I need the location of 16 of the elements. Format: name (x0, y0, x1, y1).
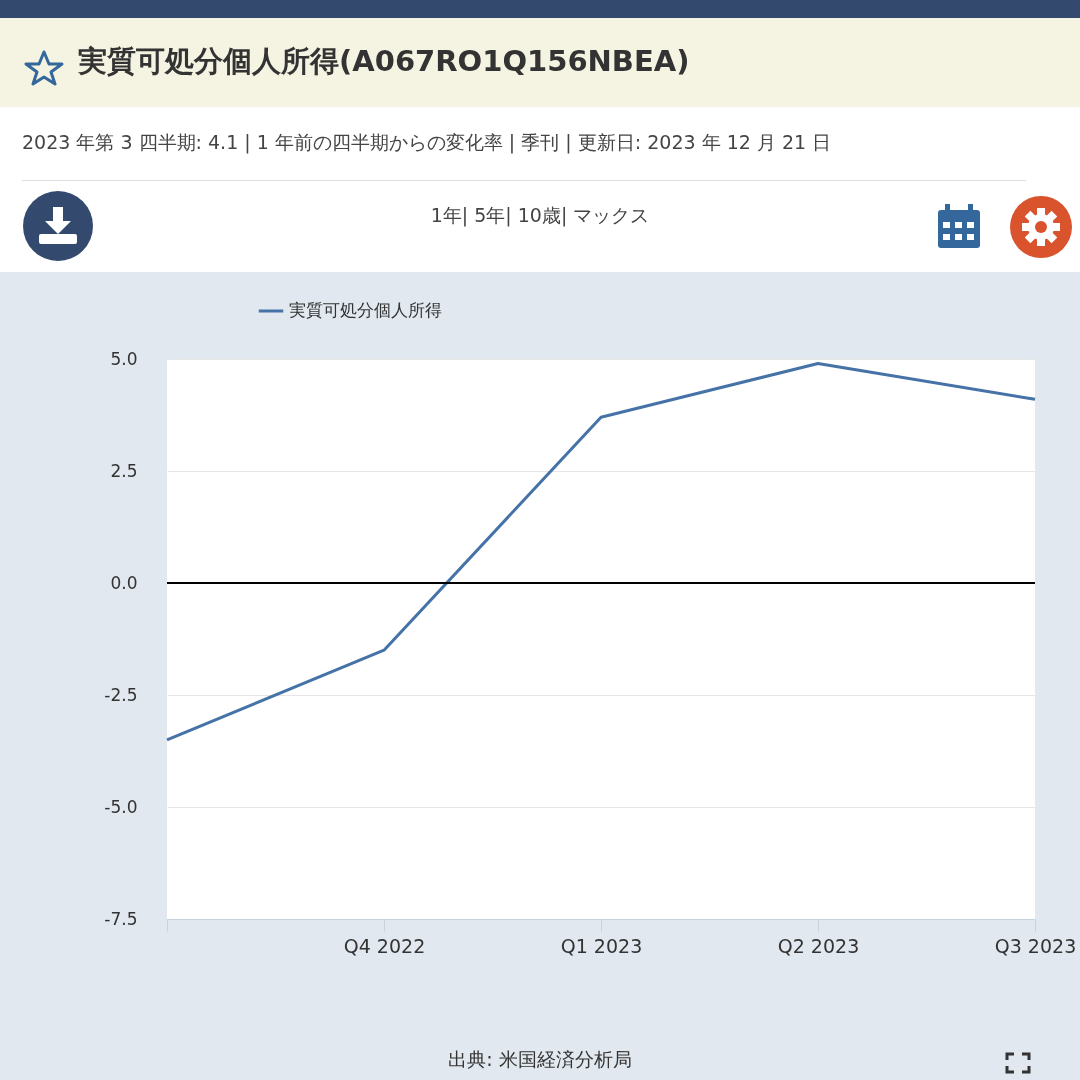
legend-label: 実質可処分個人所得 (289, 300, 442, 320)
y-tick-label: -5.0 (104, 796, 138, 817)
source-note: 出典: 米国経済分析局 (447, 1047, 633, 1072)
chart-subtitle: 2023 年第 3 四半期: 4.1 | 1 年前の四半期からの変化率 | 季刊 | 更新日: 2023 年 12 月 21 日 (22, 130, 832, 156)
x-tick-label: Q4 2022 (343, 934, 426, 957)
text: 1年| 5年| 10歳| マックス (429, 203, 651, 229)
x-tick-label: Q1 2023 (560, 934, 643, 957)
line-series (165, 361, 1037, 742)
y-tick-label: 2.5 (110, 460, 138, 481)
y-tick-label: -2.5 (104, 684, 138, 705)
y-tick-label: 0.0 (110, 572, 138, 593)
x-tick-label: Q3 2023 (994, 934, 1077, 957)
x-tick-label: Q2 2023 (777, 934, 860, 957)
y-tick-label: 5.0 (110, 348, 138, 369)
chart-title: 実質可処分個人所得(A067RO1Q156NBEA) (78, 43, 690, 80)
y-tick-label: -7.5 (104, 908, 138, 929)
